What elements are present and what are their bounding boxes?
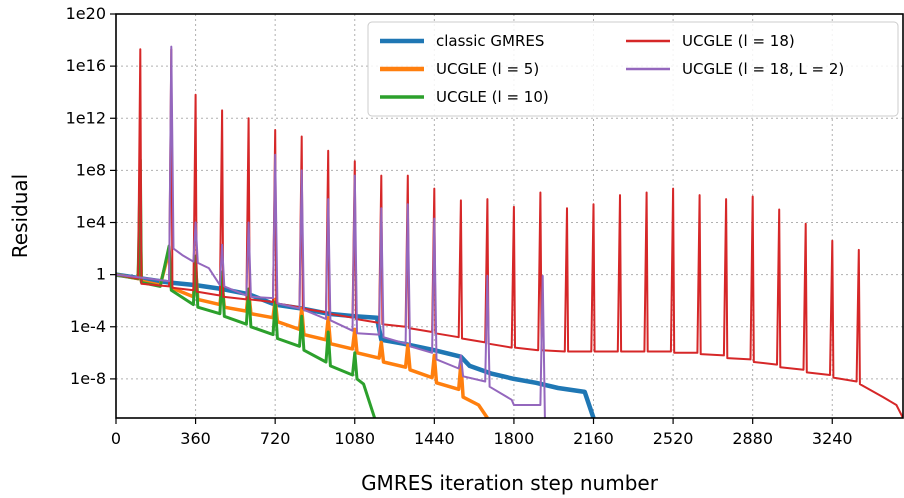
legend-label: UCGLE (l = 10) (436, 88, 549, 106)
x-tick-label: 0 (111, 429, 121, 448)
series-layer (116, 45, 903, 418)
y-tick-label: 1e16 (66, 56, 106, 75)
y-tick-label: 1e20 (66, 4, 106, 23)
ticks: 0 360 720 1080 1440 1800 2160 2520 2880 3240 1e20 1… (66, 4, 853, 448)
series-line-3 (116, 158, 377, 418)
legend-label: UCGLE (l = 18) (682, 32, 795, 50)
x-tick-label: 1080 (334, 429, 375, 448)
legend-label: UCGLE (l = 5) (436, 60, 539, 78)
x-tick-label: 3240 (812, 429, 853, 448)
series-line-4 (116, 48, 903, 418)
series-line-5 (116, 45, 546, 418)
y-tick-label: 1e8 (76, 160, 106, 179)
legend-label: classic GMRES (436, 32, 544, 50)
x-tick-label: 1800 (494, 429, 535, 448)
y-tick-label: 1e4 (76, 213, 106, 232)
x-tick-label: 2880 (732, 429, 773, 448)
y-axis-label: Residual (8, 174, 32, 258)
x-axis-label: GMRES iteration step number (361, 471, 659, 495)
x-tick-label: 2520 (653, 429, 694, 448)
legend-label: UCGLE (l = 18, L = 2) (682, 60, 844, 78)
x-tick-label: 2160 (573, 429, 614, 448)
y-tick-label: 1e12 (66, 108, 106, 127)
y-tick-label: 1e-8 (70, 369, 106, 388)
y-tick-label: 1e-4 (70, 317, 106, 336)
x-tick-label: 1440 (414, 429, 455, 448)
legend: classic GMRES UCGLE (l = 5) UCGLE (l = 10)… (367, 21, 899, 117)
x-tick-label: 720 (260, 429, 291, 448)
x-tick-label: 360 (180, 429, 211, 448)
plot-frame (115, 13, 904, 419)
y-tick-label: 1 (96, 265, 106, 284)
